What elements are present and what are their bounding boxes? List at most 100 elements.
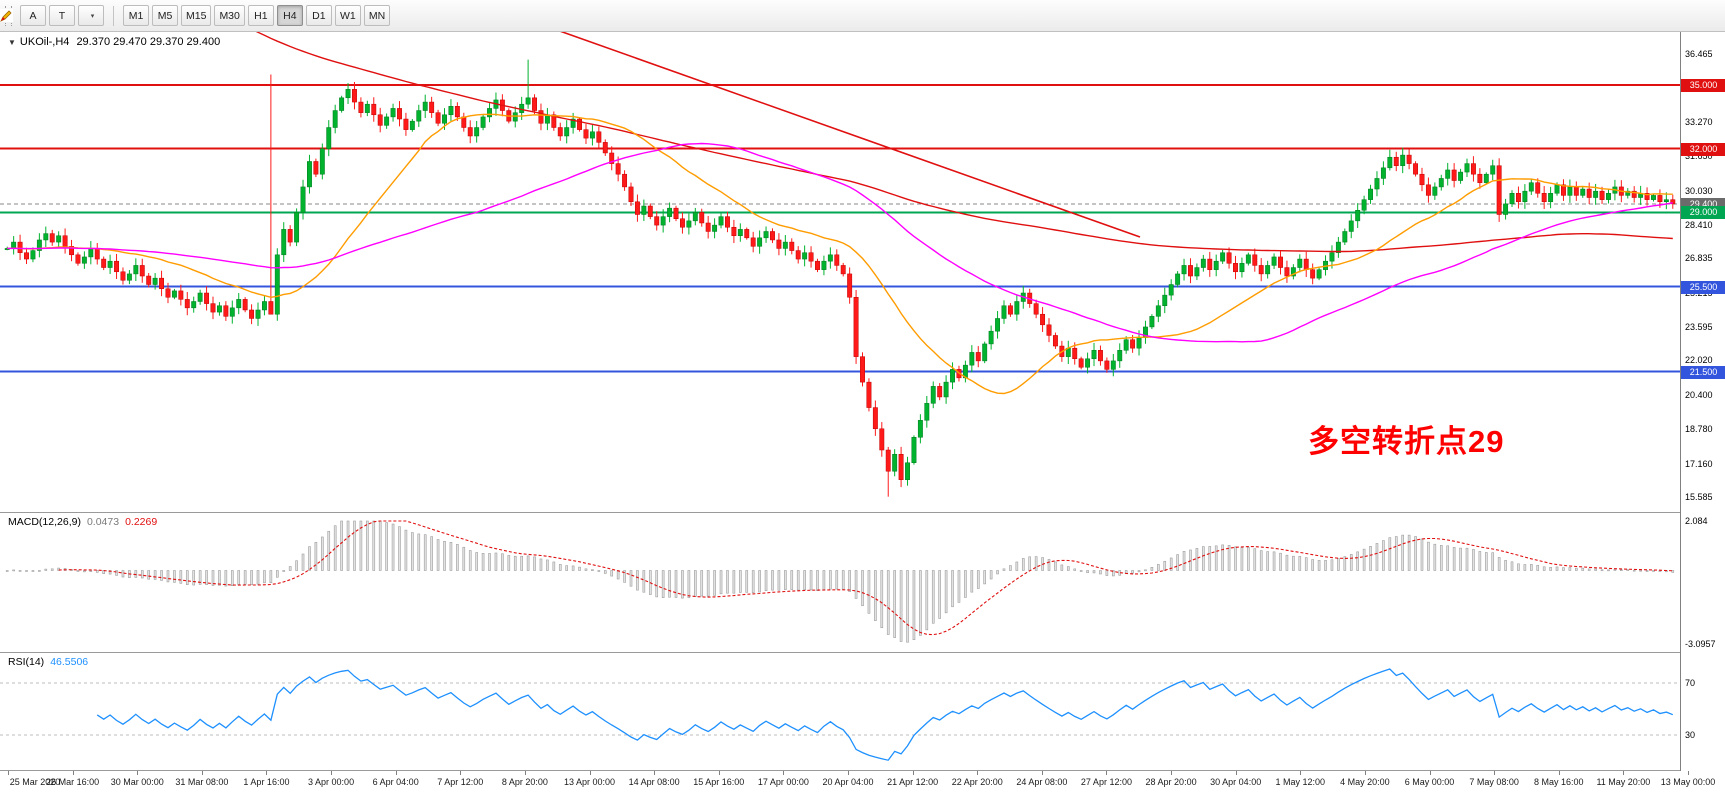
time-tick <box>1300 771 1302 775</box>
time-tick <box>266 771 268 775</box>
time-tick <box>1623 771 1625 775</box>
panel-separator[interactable] <box>0 770 1725 771</box>
panel-separator[interactable] <box>0 512 1725 513</box>
price-tick-label: 20.400 <box>1685 389 1713 400</box>
time-tick <box>524 771 526 775</box>
time-tick-label: 28 Apr 20:00 <box>1145 777 1197 787</box>
time-tick <box>8 771 9 775</box>
price-tick-label: 22.020 <box>1685 355 1713 366</box>
tf-button-W1[interactable]: W1 <box>334 5 361 26</box>
time-tick <box>1688 771 1689 775</box>
time-tick <box>783 771 785 775</box>
macd-indicator-name: MACD(12,26,9) <box>8 516 81 528</box>
symbol-name: UKOil-,H4 <box>19 36 70 48</box>
price-level-badge: 21.500 <box>1681 365 1725 379</box>
time-tick-label: 1 Apr 16:00 <box>243 777 290 787</box>
macd-chart-canvas[interactable] <box>0 513 1680 652</box>
crayon-icon <box>0 9 13 22</box>
time-tick <box>460 771 462 775</box>
time-tick-label: 14 Apr 08:00 <box>628 777 680 787</box>
price-tick-label: 33.270 <box>1685 116 1713 127</box>
time-tick-label: 26 Mar 16:00 <box>46 777 100 787</box>
price-axis[interactable]: 36.46533.27031.65030.03028.41026.83525.2… <box>1680 32 1725 771</box>
time-tick <box>1364 771 1366 775</box>
price-tick-label: 30.030 <box>1685 185 1713 196</box>
time-tick-label: 1 May 12:00 <box>1275 777 1326 787</box>
time-tick-label: 27 Apr 12:00 <box>1080 777 1132 787</box>
price-tick-label: 17.160 <box>1685 458 1713 469</box>
rsi-chart-canvas[interactable] <box>0 653 1680 770</box>
time-tick <box>331 771 333 775</box>
toolbar: A T ▾ M1 M5 M15 M30 H1 H4 D1 W1 MN <box>0 0 1725 32</box>
toolbar-tool-a[interactable]: A <box>20 5 46 26</box>
time-tick-label: 15 Apr 16:00 <box>693 777 745 787</box>
macd-label: MACD(12,26,9) 0.0473 0.2269 <box>8 516 157 528</box>
panel-separator[interactable] <box>0 652 1725 653</box>
toolbar-tool-t[interactable]: T <box>49 5 75 26</box>
tf-button-M5[interactable]: M5 <box>152 5 178 26</box>
price-level-badge: 25.500 <box>1681 280 1725 294</box>
time-tick <box>395 771 397 775</box>
price-tick-label: 31.650 <box>1685 151 1713 162</box>
time-tick-label: 13 Apr 00:00 <box>564 777 616 787</box>
rsi-indicator-name: RSI(14) <box>8 656 45 668</box>
rsi-tick-label: 70 <box>1685 678 1696 688</box>
price-tick-label: 26.835 <box>1685 253 1713 264</box>
tf-button-M30[interactable]: M30 <box>214 5 245 26</box>
time-tick <box>1235 771 1237 775</box>
time-tick-label: 13 May 00:00 <box>1660 777 1716 787</box>
time-tick-label: 30 Apr 04:00 <box>1210 777 1262 787</box>
tf-button-D1[interactable]: D1 <box>305 5 332 26</box>
price-chart-canvas[interactable] <box>0 32 1680 512</box>
time-tick <box>718 771 720 775</box>
time-tick-label: 4 May 20:00 <box>1340 777 1390 787</box>
ohlc-readout: 29.370 29.470 29.370 29.400 <box>76 36 221 48</box>
tf-button-H4[interactable]: H4 <box>276 5 303 26</box>
chart-annotation-text[interactable]: 多空转折点29 <box>1308 424 1505 459</box>
time-tick-label: 11 May 20:00 <box>1596 777 1651 787</box>
tf-button-M15[interactable]: M15 <box>181 5 212 26</box>
macd-value-signal: 0.2269 <box>125 516 158 528</box>
time-tick-label: 8 May 16:00 <box>1534 777 1584 787</box>
price-tick-label: 36.465 <box>1685 49 1713 59</box>
price-tick-label: 28.410 <box>1685 219 1713 230</box>
price-level-badge: 29.000 <box>1681 206 1725 220</box>
time-tick <box>848 771 849 775</box>
time-tick-label: 3 Apr 00:00 <box>308 777 355 787</box>
time-tick-label: 22 Apr 20:00 <box>951 777 1003 787</box>
price-tick-label: 15.585 <box>1685 492 1713 502</box>
time-tick <box>1106 771 1108 775</box>
time-tick-label: 6 May 00:00 <box>1404 777 1455 787</box>
time-axis[interactable]: 25 Mar 2020 26 Mar 16:00 30 Mar 00:00 31 Ma… <box>0 771 1725 792</box>
price-level-badge: 35.000 <box>1681 79 1725 93</box>
tf-button-M1[interactable]: M1 <box>123 5 149 26</box>
time-tick-label: 31 Mar 08:00 <box>175 777 229 787</box>
time-tick <box>977 771 979 775</box>
price-tick-label: 18.780 <box>1685 424 1713 435</box>
time-tick <box>1494 771 1496 775</box>
macd-tick-label: -3.0957 <box>1685 639 1716 649</box>
time-tick <box>137 771 139 775</box>
time-tick-label: 30 Mar 00:00 <box>110 777 164 787</box>
crayon-tool-button[interactable]: ▾ <box>0 5 104 26</box>
time-tick-label: 6 Apr 04:00 <box>372 777 419 787</box>
chart-title: ▼ UKOil-,H4 29.370 29.470 29.370 29.400 <box>8 36 220 48</box>
time-tick <box>201 771 203 775</box>
tf-button-MN[interactable]: MN <box>363 5 391 26</box>
time-tick <box>912 771 914 775</box>
time-tick <box>654 771 656 775</box>
rsi-label: RSI(14) 46.5506 <box>8 656 88 668</box>
time-tick <box>1041 771 1043 775</box>
symbol-dropdown-icon[interactable]: ▼ <box>8 38 16 47</box>
price-level-badge: 32.000 <box>1681 142 1725 156</box>
time-tick <box>1429 771 1431 775</box>
time-tick-label: 20 Apr 04:00 <box>822 777 874 787</box>
time-tick-label: 7 May 08:00 <box>1469 777 1519 787</box>
tf-button-H1[interactable]: H1 <box>247 5 274 26</box>
time-tick-label: 24 Apr 08:00 <box>1016 777 1068 787</box>
time-tick <box>1171 771 1173 775</box>
time-tick-label: 17 Apr 00:00 <box>757 777 809 787</box>
rsi-tick-label: 30 <box>1685 730 1696 740</box>
chevron-down-icon: ▾ <box>90 12 95 20</box>
